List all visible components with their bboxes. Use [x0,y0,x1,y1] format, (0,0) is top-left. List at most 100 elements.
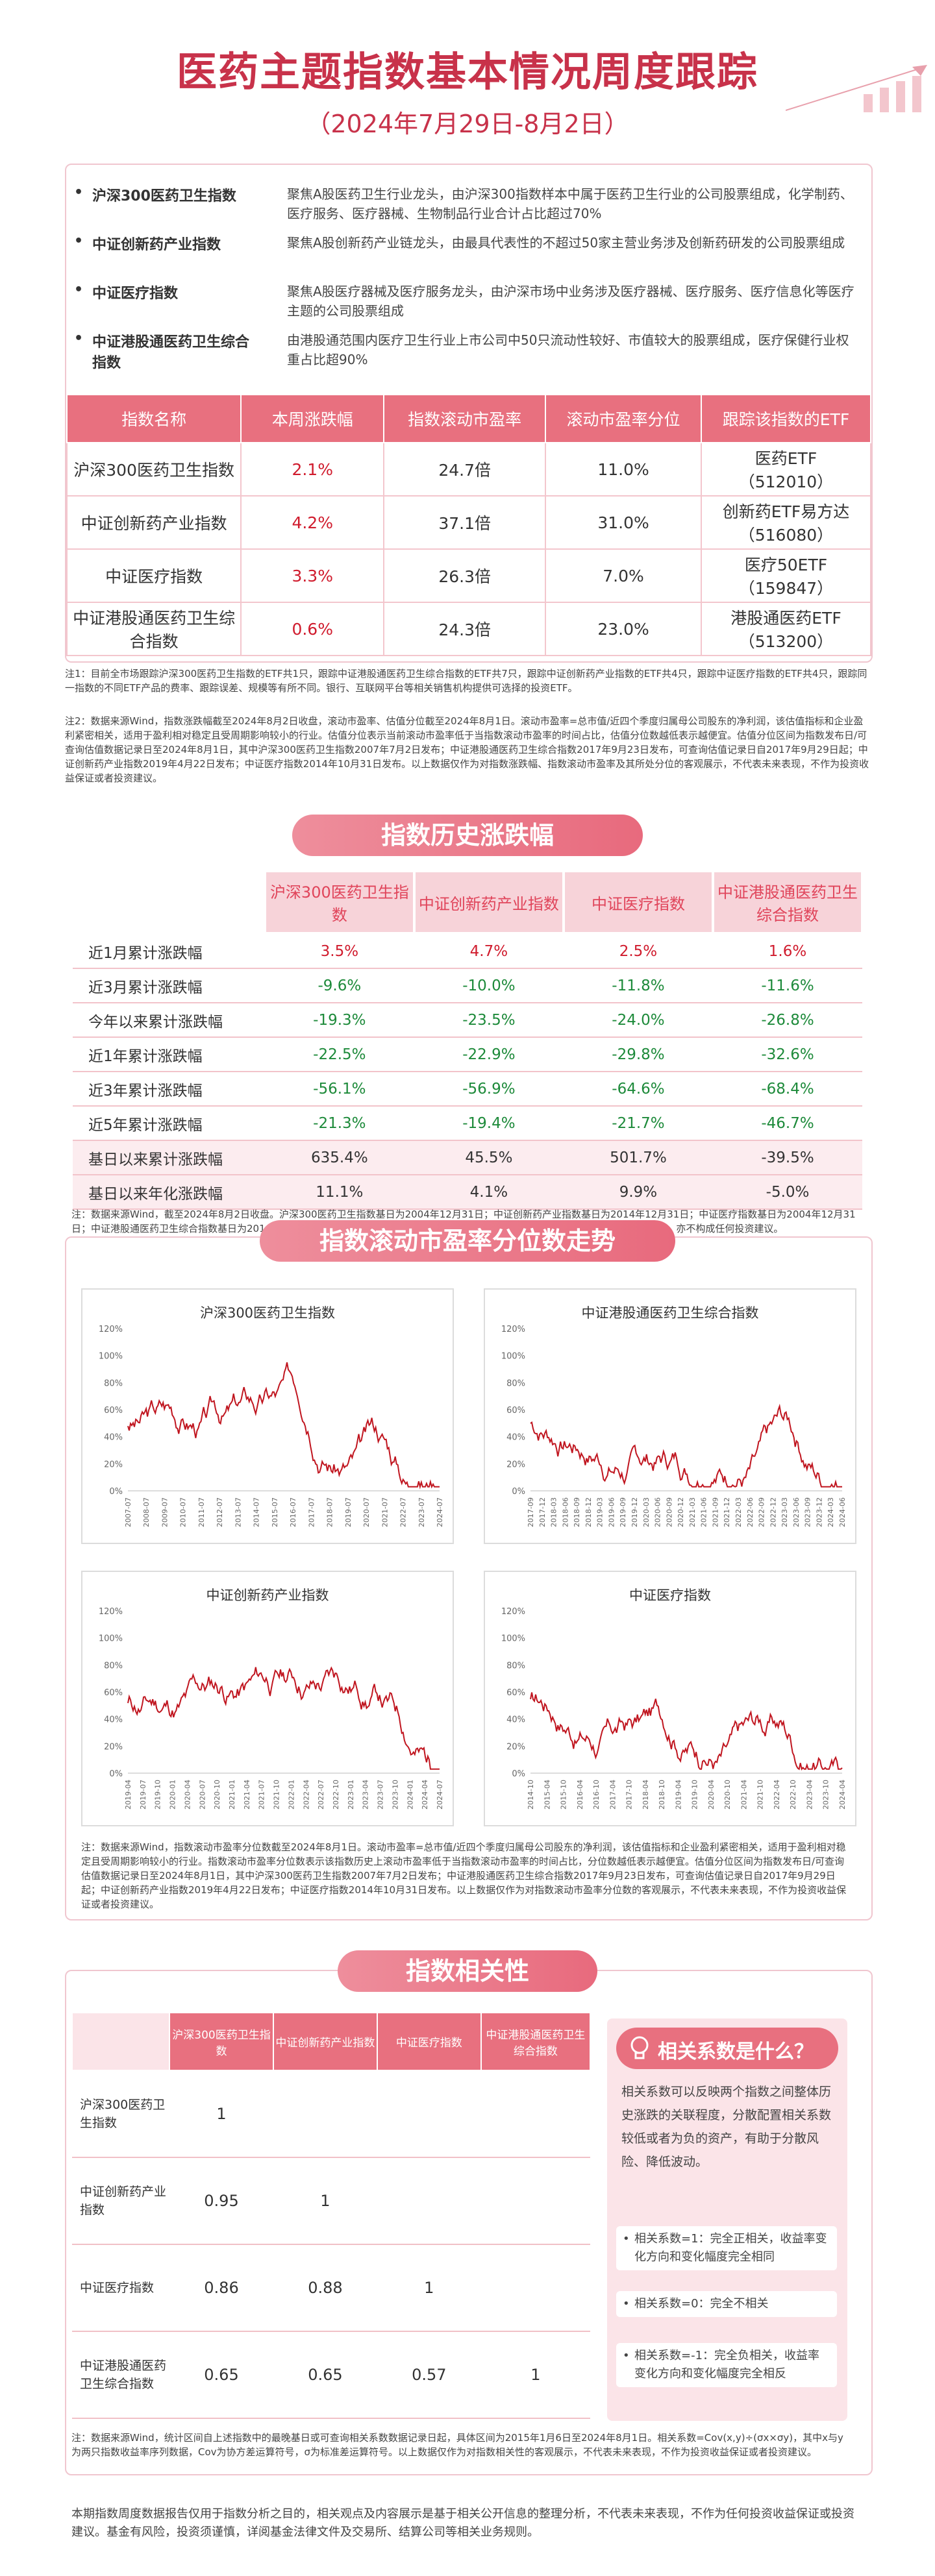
y-tick-label: 20% [104,1460,123,1469]
index-name: 沪深300医药卫生指数 [66,442,242,497]
weekly-change: 2.1% [240,442,385,497]
table-row: 近5年累计涨跌幅 -21.3% -19.4% -21.7% -46.7% [73,1106,862,1141]
cell: -5.0% [713,1175,862,1210]
cell: -56.9% [414,1072,564,1107]
cell: -22.9% [414,1037,564,1072]
pe-chart-svg: 0% 20% 40% 60% 80% 100% 120% 2019-04 2019-07 2019… [99,1607,444,1809]
cell [377,2070,481,2158]
cell: 0.57 [377,2331,481,2419]
x-tick-label: 2021-07 [380,1497,389,1527]
pe-percentile: 11.0% [545,442,702,497]
x-tick-label: 2022-10 [332,1780,340,1809]
intro-item: 沪深300医药卫生指数 聚焦A股医药卫生行业龙头，由沪深300指数样本中属于医药… [66,184,871,223]
x-tick-label: 2019-10 [154,1780,162,1809]
pe-value: 24.7倍 [383,442,547,497]
x-tick-label: 2021-12 [723,1497,731,1527]
x-tick-label: 2021-04 [740,1780,748,1809]
x-tick-label: 2015-10 [560,1780,568,1809]
pe-value: 37.1倍 [383,495,547,550]
x-tick-label: 2021-04 [243,1780,251,1809]
x-tick-label: 2021-03 [688,1497,697,1527]
info-item: 相关系数=-1：完全负相关，收益率变化方向和变化幅度完全相反 [616,2343,837,2387]
x-tick-label: 2020-10 [213,1780,221,1809]
intro-desc: 聚焦A股创新药产业链龙头，由最具代表性的不超过50家主营业务涉及创新药研发的公司… [287,235,845,251]
cell [377,2157,481,2245]
chart-title: 沪深300医药卫生指数 [199,1305,336,1321]
x-tick-label: 2023-10 [391,1780,399,1809]
cell: 0.88 [273,2244,377,2332]
cell: -26.8% [713,1003,862,1038]
overview-section: 沪深300医药卫生指数 聚焦A股医药卫生行业龙头，由沪深300指数样本中属于医药… [65,164,873,663]
index-name: 中证港股通医药卫生综合指数 [66,602,242,656]
decorative-arrow-icon [786,65,927,112]
x-tick-label: 2008-07 [142,1497,151,1527]
x-tick-label: 2022-10 [789,1780,797,1809]
x-tick-label: 2020-09 [665,1497,673,1527]
intro-item: 中证港股通医药卫生综合指数 由港股通范围内医疗卫生行业上市公司中50只流动性较好… [66,330,871,372]
x-tick-label: 2020-03 [642,1497,651,1527]
col-header: 跟踪该指数的ETF [700,394,872,443]
col-header: 指数名称 [66,394,242,443]
pe-chart-medical: 中证医疗指数 0% 20% 40% 60% 80% 100% 120% 2014-10 2015… [484,1571,856,1826]
x-tick-label: 2024-07 [436,1780,444,1809]
etf-cell: 创新药ETF易方达 （516080） [700,495,872,550]
cell: -21.3% [264,1106,414,1141]
pe-banner: 指数滚动市盈率分位数走势 [260,1220,675,1262]
index-name: 中证医疗指数 [66,548,242,603]
info-title-bar: 相关系数是什么？ [616,2028,838,2069]
cell: 4.7% [414,933,564,969]
row-label: 近3月累计涨跌幅 [73,968,265,1003]
row-label: 中证医疗指数 [72,2244,170,2332]
x-tick-label: 2017-09 [527,1497,535,1527]
x-tick-label: 2019-12 [630,1497,639,1527]
y-tick-label: 0% [109,1487,123,1497]
y-tick-label: 80% [104,1661,123,1671]
x-tick-label: 2016-07 [289,1497,297,1527]
cell: -11.8% [563,968,714,1003]
index-name: 中证创新药产业指数 [66,495,242,550]
y-tick-label: 120% [99,1607,123,1617]
pe-chart-svg: 0%20%40%60%80%100%120%2017-09 2017-12 2018… [501,1325,847,1527]
x-tick-label: 2022-06 [746,1497,754,1527]
table-row: 基日以来累计涨跌幅 635.4% 45.5% 501.7% -39.5% [73,1140,862,1175]
info-item: 相关系数=0：完全不相关 [616,2291,837,2317]
cell: -11.6% [713,968,862,1003]
y-tick-label: 100% [99,1352,123,1362]
col-header: 中证医疗指数 [376,2012,482,2071]
x-tick-label: 2014-10 [527,1780,535,1809]
x-tick-label: 2019-04 [124,1780,132,1809]
x-tick-label: 2023-04 [362,1780,370,1809]
x-tick-label: 2019-06 [607,1497,616,1527]
table-row: 中证创新药产业指数 4.2% 37.1倍 31.0% 创新药ETF易方达 （516… [66,495,872,550]
etf-code: （159847） [738,579,834,598]
lightbulb-icon [630,2036,649,2059]
x-tick-label: 2023-06 [792,1497,801,1527]
intro-name: 中证创新药产业指数 [66,233,287,254]
x-tick-label: 2010-07 [179,1497,188,1527]
y-tick-label: 80% [506,1379,525,1388]
x-tick-label: 2021-09 [711,1497,719,1527]
date-range: （2024年7月29日-8月2日） [306,110,629,138]
pe-chart-innovation: 中证创新药产业指数 0% 20% 40% 60% 80% 100% 120% 2019-04 2… [81,1571,454,1826]
cell: 1.6% [713,933,862,969]
row-label: 近1月累计涨跌幅 [73,933,265,969]
x-tick-label: 2024-04 [838,1780,847,1809]
y-tick-label: 120% [501,1325,525,1334]
col-header: 沪深300医药卫生指数 [169,2012,274,2071]
x-tick-label: 2021-06 [700,1497,708,1527]
table-row: 中证创新药产业指数 0.95 1 [72,2157,590,2245]
x-tick-label: 2022-04 [773,1780,781,1809]
pe-chart-hk: 中证港股通医药卫生综合指数 0% 20% 40% 60% 80% 100% 120% 2017… [484,1288,856,1544]
x-tick-label: 2024-07 [436,1497,444,1527]
etf-code: （513200） [738,632,834,651]
cell: -23.5% [414,1003,564,1038]
table-row: 沪深300医药卫生指数 1 [72,2070,590,2158]
cell: -24.0% [563,1003,714,1038]
table-row: 基日以来年化涨跌幅 11.1% 4.1% 9.9% -5.0% [73,1175,862,1210]
etf-cell: 港股通医药ETF （513200） [700,602,872,656]
y-tick-label: 40% [104,1715,123,1725]
pe-chart-svg: 0% 20% 40% 60% 80% 100% 120% 2007-07 2008-07 2009… [99,1325,444,1527]
history-header: 沪深300医药卫生指数 中证创新药产业指数 中证医疗指数 中证港股通医药卫生综合… [71,870,864,935]
cell: 0.65 [169,2331,273,2419]
cell: 635.4% [264,1140,414,1175]
